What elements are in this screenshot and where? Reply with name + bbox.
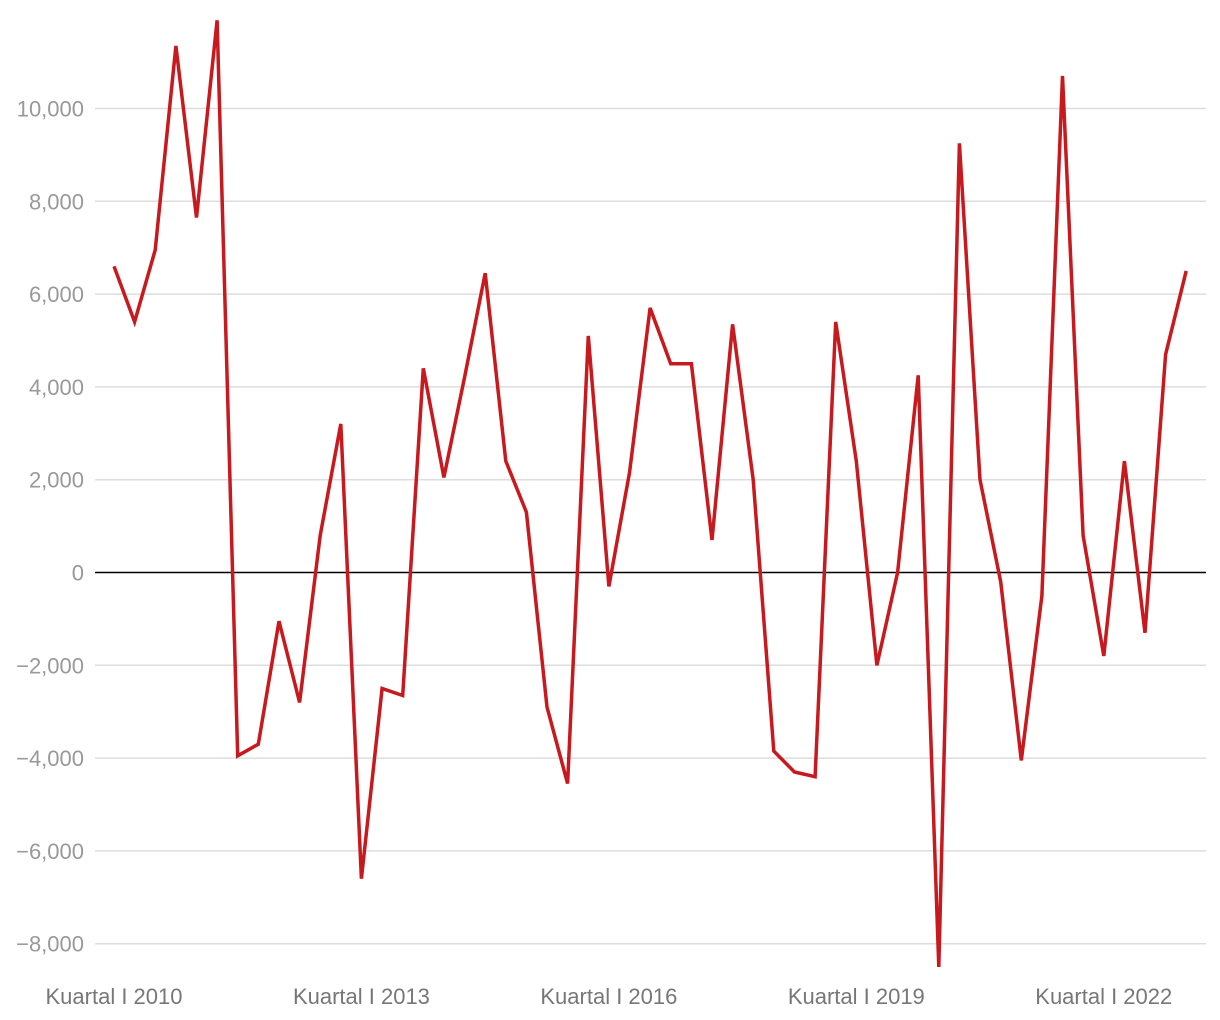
y-tick-label: −2,000 — [16, 653, 84, 678]
y-tick-label: −6,000 — [16, 839, 84, 864]
x-axis-tick-labels: Kuartal I 2010 Kuartal I 2013 Kuartal I 20… — [46, 984, 1173, 1009]
y-tick-label: 4,000 — [29, 375, 84, 400]
series-lines — [112, 20, 1188, 967]
x-tick-label: Kuartal I 2013 — [293, 984, 430, 1009]
y-tick-label: 0 — [72, 561, 84, 586]
x-tick-label: Kuartal I 2022 — [1035, 984, 1172, 1009]
y-tick-label: 10,000 — [17, 97, 84, 122]
y-tick-label: 2,000 — [29, 468, 84, 493]
x-tick-label: Kuartal I 2016 — [540, 984, 677, 1009]
y-tick-label: −8,000 — [16, 932, 84, 957]
y-axis-tick-labels: −8,000 −6,000 −4,000 −2,000 0 2,000 4,000 6,000… — [16, 97, 84, 957]
y-tick-label: 6,000 — [29, 282, 84, 307]
y-tick-label: −4,000 — [16, 746, 84, 771]
grid-lines — [95, 107, 1206, 945]
y-tick-label: 8,000 — [29, 189, 84, 214]
series-line — [112, 20, 1188, 967]
x-tick-label: Kuartal I 2019 — [788, 984, 925, 1009]
x-tick-label: Kuartal I 2010 — [46, 984, 183, 1009]
